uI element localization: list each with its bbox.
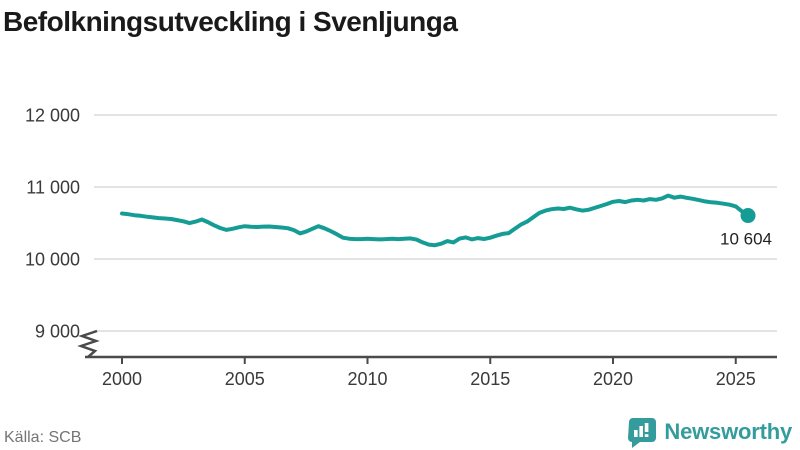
chart-title: Befolkningsutveckling i Svenljunga: [3, 6, 458, 37]
y-tick-label: 12 000: [25, 106, 80, 126]
brand-logo[interactable]: Newsworthy: [627, 416, 792, 448]
brand-wordmark: Newsworthy: [664, 419, 792, 444]
axis-break-zigzag-icon: [77, 329, 100, 358]
y-axis-labels: 9 000 10 000 11 000 12 000: [25, 106, 80, 342]
newsworthy-speech-bubble-icon: [628, 418, 657, 448]
x-tick-label: 2020: [593, 369, 633, 389]
x-axis-ticks: [121, 357, 737, 364]
last-data-point[interactable]: [740, 208, 756, 224]
x-tick-label: 2025: [716, 369, 756, 389]
x-tick-label: 2000: [102, 369, 142, 389]
last-value-label: 10 604: [720, 230, 772, 249]
gridlines: [94, 114, 777, 332]
population-series-line: [120, 193, 750, 248]
x-tick-label: 2010: [347, 369, 387, 389]
x-tick-label: 2015: [470, 369, 510, 389]
y-tick-label: 11 000: [26, 178, 80, 198]
x-tick-label: 2005: [225, 369, 265, 389]
y-tick-label: 10 000: [25, 250, 80, 270]
source-note: Källa: SCB: [4, 429, 82, 446]
x-axis-labels: 2000 2005 2010 2015 2020 2025: [102, 369, 756, 389]
y-tick-label: 9 000: [35, 322, 80, 342]
